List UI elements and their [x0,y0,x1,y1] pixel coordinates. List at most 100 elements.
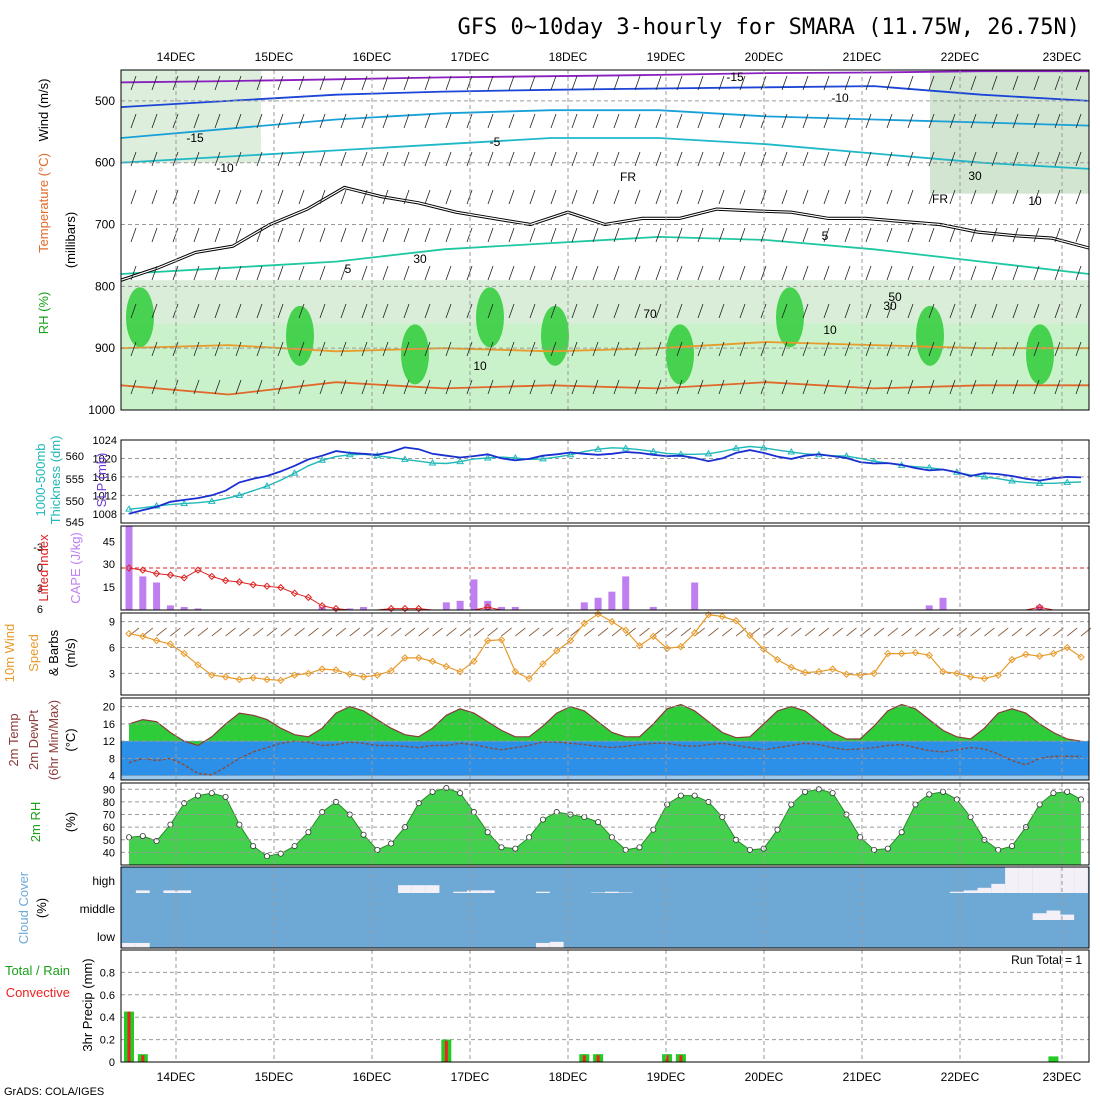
surface-wind-barb [611,627,623,637]
upper-wind-barb [634,379,641,395]
upper-wind-barb [298,341,305,357]
upper-wind-barb [1033,227,1040,243]
upper-wind-barb [529,113,536,129]
upper-wind-barb [424,227,431,243]
upper-wind-barb [823,303,830,319]
upper-wind-barb [1012,265,1019,281]
upper-wind-barb [340,341,347,357]
upper-wind-barb [1075,151,1082,167]
wind-speed-marker [553,647,561,655]
upper-wind-barb [550,189,557,205]
upper-wind-barb [550,113,557,129]
rh-marker [470,809,477,816]
slp-tick-label: 1020 [93,453,117,465]
surface-wind-barb [597,627,609,637]
surface-wind-barb [197,627,209,637]
cloud-block-high [1060,867,1075,893]
wind-speed-marker [1022,650,1030,659]
rh-blob [776,287,804,348]
surface-wind-barb [515,627,526,637]
li-marker [125,564,133,572]
upper-wind-barb [529,75,536,91]
upper-wind-barb [277,151,284,167]
rh-blob [1026,324,1054,385]
upper-wind-barb [487,113,494,129]
upper-wind-barb [718,227,725,243]
wind-speed-marker [594,610,602,618]
thickness-marker [594,445,602,452]
wind-speed-marker [290,671,299,679]
upper-wind-barb [1054,379,1061,395]
upper-wind-barb [340,227,347,243]
cloud-block-high [1018,867,1033,893]
wind-speed-marker [608,617,616,626]
contour-label: 70 [643,307,657,321]
upper-wind-barb [592,189,599,205]
upper-wind-barb [214,151,221,167]
cape-bar [153,582,161,610]
upper-wind-barb [613,75,620,91]
upper-wind-barb [739,189,746,205]
upper-wind-barb [193,113,200,129]
upper-wind-barb [571,303,578,319]
upper-wind-barb [235,113,242,129]
thickness-marker [318,456,327,463]
upper-wind-barb [403,113,410,129]
precip-convective-bar [665,1055,669,1062]
rh-marker [926,791,933,798]
upper-wind-barb [1054,189,1061,205]
li-series-line [128,567,1081,611]
wind-speed-marker [718,612,726,621]
surface-wind-barb [873,627,885,637]
wind-speed-marker [925,651,933,660]
upper-wind-barb [277,265,284,281]
upper-wind-barb [445,379,452,395]
slp-tick-label: 1012 [93,490,117,502]
upper-wind-barb [487,75,494,91]
upper-wind-barb [676,379,683,395]
upper-wind-barb [865,341,872,357]
thickness-marker [980,472,989,480]
temperature-contour [120,381,1089,396]
upper-wind-barb [445,265,452,281]
rh-marker [553,809,560,816]
wind-speed-marker [939,667,947,676]
wind-speed-marker [897,649,906,658]
rh-marker [484,829,491,836]
wind-speed-marker [621,626,630,634]
wind-speed-marker [953,669,961,678]
wind-speed-marker [801,668,809,677]
upper-wind-barb [151,341,158,357]
thickness-tick-label: 560 [66,451,84,463]
rh-marker [153,838,160,845]
upper-wind-barb [235,227,242,243]
rh-marker [871,846,878,853]
upper-wind-barb [844,75,851,91]
cape-bar [484,600,492,610]
upper-wind-barb [340,113,347,129]
cape-bar [332,608,340,610]
surface-wind-barb [887,627,899,637]
upper-wind-barb [823,75,830,91]
cloud-ylabel-2: (%) [34,898,49,918]
upper-wind-barb [235,303,242,319]
wind-speed-marker [746,631,754,640]
wind-speed-marker [1008,655,1016,664]
top-date-label: 17DEC [451,50,490,64]
surface-wind-barb [804,627,816,637]
upper-wind-barb [256,189,263,205]
cloud-block-high [963,890,978,893]
thickness-marker [483,454,492,461]
rh-marker [181,800,188,807]
upper-wind-barb [1033,303,1040,319]
upper-wind-barb [571,265,578,281]
cloud-block-high [177,890,192,893]
upper-wind-barb [1012,227,1019,243]
surface-wind-barb [377,627,388,637]
surface-wind-barb [832,627,843,637]
upper-wind-barb [634,189,641,205]
rh-marker [608,834,615,841]
upper-wind-barb [1054,113,1061,129]
